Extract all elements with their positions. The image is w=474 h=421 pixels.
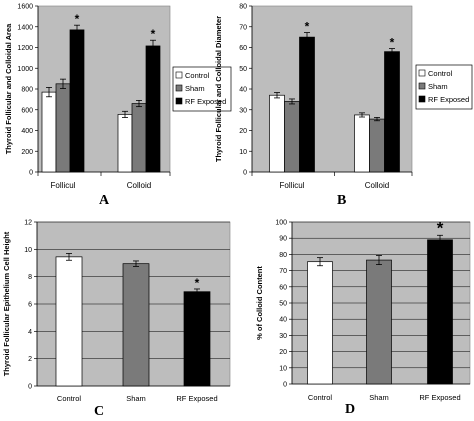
y-tick-label: 0 bbox=[283, 382, 287, 389]
y-tick-label: 50 bbox=[279, 301, 287, 308]
y-tick-label: 1200 bbox=[17, 45, 33, 52]
legend-swatch bbox=[418, 69, 426, 77]
legend-b bbox=[415, 64, 473, 110]
y-tick-label: 200 bbox=[21, 149, 33, 156]
legend-label: Control bbox=[185, 71, 210, 80]
y-tick-label: 8 bbox=[28, 274, 32, 281]
bar-sham bbox=[369, 118, 385, 173]
x-category-label: RF Exposed bbox=[419, 393, 460, 402]
legend-swatch bbox=[175, 97, 183, 105]
y-tick-label: 80 bbox=[279, 252, 287, 259]
y-tick-label: 60 bbox=[279, 284, 287, 291]
legend-label: Control bbox=[428, 69, 453, 78]
y-tick-label: 4 bbox=[28, 329, 32, 336]
y-tick-label: 400 bbox=[21, 128, 33, 135]
legend-label: RF Exposed bbox=[428, 95, 469, 104]
y-axis-label-b: Thyroid Follicular and Colloidal Diamete… bbox=[214, 16, 223, 162]
y-tick-label: 0 bbox=[243, 170, 247, 177]
chart-panel-a: 0 200 400 600 800 1000 1200 1400 1600 Thyroid Fol… bbox=[4, 4, 232, 190]
bar-rf-exposed bbox=[384, 51, 400, 173]
y-tick-label: 100 bbox=[275, 220, 287, 227]
y-tick-label: 50 bbox=[239, 66, 247, 73]
legend-a bbox=[172, 66, 232, 112]
panel-letter-b: B bbox=[337, 193, 347, 208]
bar-rf-exposed bbox=[145, 45, 161, 173]
y-tick-label: 12 bbox=[24, 220, 32, 227]
legend-label: RF Exposed bbox=[185, 97, 226, 106]
y-tick-label: 2 bbox=[28, 356, 32, 363]
x-category-label: Sham bbox=[369, 393, 389, 402]
x-category-label: Sham bbox=[126, 394, 146, 403]
bar-control bbox=[117, 114, 133, 173]
legend-label: Sham bbox=[185, 84, 205, 93]
y-tick-label: 0 bbox=[28, 384, 32, 391]
panel-letter-a: A bbox=[99, 193, 110, 208]
y-tick-label: 30 bbox=[279, 333, 287, 340]
significance-marker: * bbox=[75, 12, 80, 26]
chart-panel-d: 0 10 20 30 40 50 60 70 80 90 100 % of Colloid Conte… bbox=[255, 218, 471, 402]
significance-marker: * bbox=[151, 27, 156, 41]
y-tick-label: 1000 bbox=[17, 66, 33, 73]
y-tick-label: 10 bbox=[279, 365, 287, 372]
y-tick-label: 800 bbox=[21, 87, 33, 94]
y-tick-label: 10 bbox=[239, 149, 247, 156]
legend-label: Sham bbox=[428, 82, 448, 91]
y-axis-label-a: Thyroid Follicular and Colloidal Area bbox=[4, 23, 13, 154]
legend-swatch bbox=[418, 95, 426, 103]
y-tick-label: 60 bbox=[239, 45, 247, 52]
significance-marker: * bbox=[437, 218, 444, 237]
legend-swatch bbox=[175, 84, 183, 92]
significance-marker: * bbox=[390, 36, 395, 50]
panel-letter-d: D bbox=[345, 402, 356, 417]
y-tick-label: 1400 bbox=[17, 24, 33, 31]
bar-control bbox=[354, 114, 370, 173]
y-tick-label: 80 bbox=[239, 4, 247, 11]
y-tick-label: 70 bbox=[279, 268, 287, 275]
x-category-label: Colloid bbox=[365, 181, 389, 190]
x-category-label: Control bbox=[57, 394, 82, 403]
bar-sham bbox=[366, 259, 392, 385]
bar-rf-exposed bbox=[299, 36, 315, 173]
bar-control bbox=[41, 91, 57, 173]
y-tick-label: 20 bbox=[239, 128, 247, 135]
y-tick-label: 600 bbox=[21, 107, 33, 114]
bar-rf-exposed bbox=[427, 239, 453, 385]
bar-sham bbox=[55, 83, 71, 173]
bar-rf-exposed bbox=[69, 29, 85, 173]
y-tick-label: 20 bbox=[279, 349, 287, 356]
y-tick-label: 40 bbox=[239, 87, 247, 94]
x-category-label: Control bbox=[308, 393, 333, 402]
y-axis-label-c: Thyroid Follicular Epithelium Cell Heigh… bbox=[2, 231, 11, 376]
bar-control bbox=[307, 261, 333, 385]
legend-swatch bbox=[175, 71, 183, 79]
y-tick-label: 70 bbox=[239, 24, 247, 31]
y-axis-label-d: % of Colloid Content bbox=[255, 266, 264, 340]
chart-panel-b: 0 10 20 30 40 50 60 70 80 Thyroid Follicular and … bbox=[214, 4, 473, 190]
y-tick-label: 90 bbox=[279, 236, 287, 243]
y-tick-label: 40 bbox=[279, 317, 287, 324]
bar-sham bbox=[284, 101, 300, 173]
y-tick-label: 30 bbox=[239, 107, 247, 114]
y-tick-label: 6 bbox=[28, 302, 32, 309]
x-category-label: RF Exposed bbox=[176, 394, 217, 403]
x-category-label: Colloid bbox=[127, 181, 151, 190]
bar-rf-exposed bbox=[183, 291, 211, 387]
panel-letter-c: C bbox=[94, 404, 105, 419]
significance-marker: * bbox=[195, 276, 200, 290]
y-tick-label: 1600 bbox=[17, 4, 33, 11]
bar-sham bbox=[122, 263, 150, 387]
bar-sham bbox=[131, 103, 147, 173]
legend-swatch bbox=[418, 82, 426, 90]
chart-panel-c: 0 2 4 6 8 10 12 Thyroid Follicular Epithelium C… bbox=[2, 220, 231, 403]
bar-control bbox=[269, 94, 285, 173]
y-tick-label: 0 bbox=[29, 170, 33, 177]
x-category-label: Follicul bbox=[51, 181, 76, 190]
x-category-label: Follicul bbox=[280, 181, 305, 190]
bar-control bbox=[55, 256, 83, 387]
y-tick-label: 10 bbox=[24, 247, 32, 254]
significance-marker: * bbox=[305, 20, 310, 34]
